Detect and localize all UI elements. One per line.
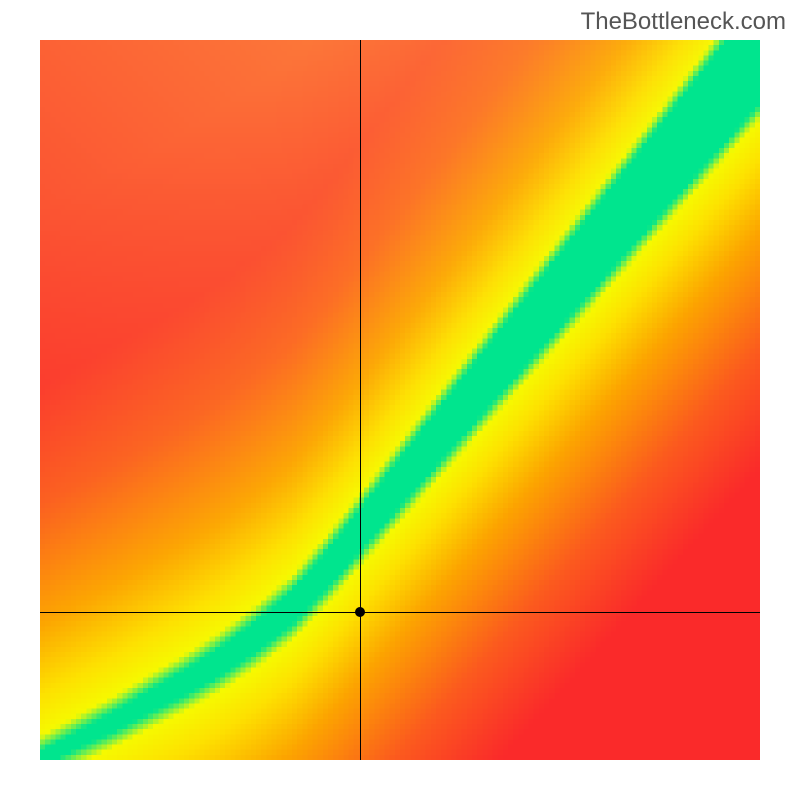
- chart-container: TheBottleneck.com: [0, 0, 800, 800]
- watermark-text: TheBottleneck.com: [581, 8, 786, 36]
- heatmap-canvas: [40, 40, 760, 760]
- plot-area: [40, 40, 760, 760]
